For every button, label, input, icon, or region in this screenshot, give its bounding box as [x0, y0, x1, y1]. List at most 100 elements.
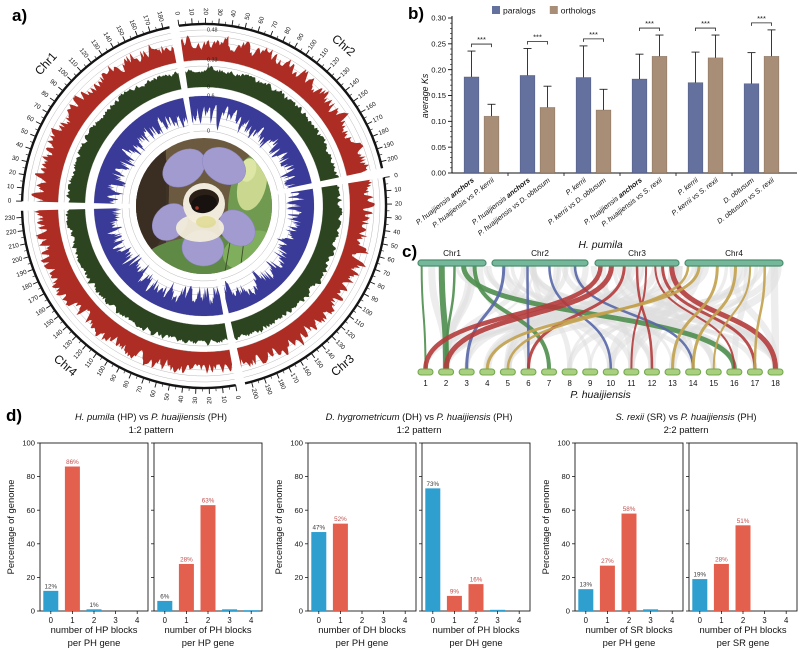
- synteny-map: H. pumila P. huaijiensis Chr1 Chr2 Chr3 Chr4 1…: [417, 239, 784, 401]
- coordinate-tick-label: 80: [122, 379, 131, 389]
- synteny-ribbon: [712, 265, 752, 370]
- tick: [348, 93, 353, 97]
- y-tick-label: 0.25: [431, 39, 446, 48]
- y-tick-label: 100: [290, 439, 303, 448]
- tick: [27, 268, 34, 272]
- bar: [643, 609, 659, 611]
- tick: [321, 64, 325, 68]
- histogram-ring-green: [230, 184, 343, 340]
- ring-scale-label: 0.6: [207, 94, 215, 100]
- coordinate-tick-label: 120: [78, 47, 90, 60]
- bar-value-label: 28%: [715, 556, 728, 563]
- coordinate-tick-label: 80: [284, 26, 294, 36]
- tick: [147, 26, 151, 33]
- grid-arc: [57, 209, 230, 353]
- x-axis-title: per SR gene: [717, 637, 770, 648]
- bar: [332, 523, 348, 611]
- coordinate-tick-label: 50: [20, 127, 30, 136]
- center-photo: [136, 138, 272, 274]
- bar: [86, 609, 102, 611]
- coordinate-tick-label: 120: [344, 328, 357, 341]
- coordinate-tick-label: 70: [135, 385, 144, 394]
- tick: [30, 133, 36, 137]
- tick: [25, 154, 30, 156]
- tick: [161, 22, 164, 29]
- bar: [43, 590, 59, 611]
- tick: [331, 335, 337, 341]
- x-tick-label: 2: [627, 616, 631, 625]
- tick: [257, 379, 260, 384]
- bar-value-label: 28%: [180, 556, 193, 563]
- tick: [134, 30, 138, 37]
- y-tick-label: 40: [27, 539, 35, 548]
- x-tick-label: 3: [648, 616, 652, 625]
- tick: [340, 83, 344, 87]
- tick: [87, 57, 92, 64]
- histogram-ring-blue: [94, 208, 224, 316]
- coordinate-tick-label: 90: [48, 78, 58, 88]
- coordinate-tick-label: 220: [6, 228, 18, 236]
- tick: [92, 352, 98, 359]
- grid-arc: [33, 210, 234, 377]
- tick: [316, 57, 321, 64]
- tick: [48, 104, 52, 108]
- bottom-segment-label: 7: [547, 379, 551, 388]
- tick: [380, 159, 387, 163]
- bottom-segment-label: 4: [485, 379, 490, 388]
- bar-value-label: 58%: [623, 506, 636, 513]
- tick: [155, 26, 157, 31]
- grid-arc: [243, 178, 381, 378]
- bottom-segment-label: 12: [648, 379, 657, 388]
- coordinate-tick-label: 40: [393, 229, 401, 237]
- tick: [25, 146, 32, 150]
- bar-paralogs: [519, 75, 536, 174]
- legend-swatch: [549, 6, 558, 14]
- coordinate-tick-label: 200: [11, 255, 24, 265]
- histogram-ring-red: [31, 44, 177, 203]
- tick: [276, 35, 279, 40]
- histogram-ring-red: [34, 209, 232, 374]
- tick: [238, 23, 240, 28]
- panel-d-label: d): [6, 406, 23, 425]
- x-axis-title: per PH gene: [68, 637, 121, 648]
- tick: [385, 189, 392, 192]
- significance-stars: ***: [533, 32, 542, 41]
- tick: [148, 379, 151, 384]
- tick: [251, 26, 253, 31]
- grid-arc: [192, 123, 285, 190]
- tick: [344, 86, 350, 92]
- bottom-segment-label: 11: [627, 379, 635, 388]
- bar: [178, 563, 194, 611]
- ring-scale-label: 0.33: [207, 58, 218, 64]
- tick: [105, 48, 109, 52]
- top-chromosome-bar: [491, 259, 589, 267]
- grid-arc: [63, 68, 178, 203]
- y-tick-label: 60: [562, 506, 570, 515]
- synteny-ribbon: [476, 265, 532, 370]
- synteny-ribbon: [528, 265, 758, 370]
- coordinate-tick-label: 50: [390, 242, 399, 250]
- bar: [713, 563, 729, 611]
- tick: [128, 372, 132, 379]
- tick: [161, 383, 164, 387]
- tick: [51, 310, 56, 313]
- coordinate-tick-label: 40: [15, 141, 24, 150]
- coordinate-tick-label: 190: [263, 383, 273, 396]
- coordinate-tick-label: 120: [329, 56, 342, 69]
- x-tick-label: 4: [249, 616, 254, 625]
- coordinate-tick-label: 20: [206, 396, 213, 404]
- tick: [21, 159, 28, 163]
- tick: [369, 128, 373, 131]
- y-tick-label: 20: [562, 573, 570, 582]
- tick: [316, 348, 319, 352]
- synteny-ribbon: [569, 265, 779, 370]
- coordinate-tick-label: 150: [357, 88, 370, 100]
- coordinate-tick-label: 60: [386, 256, 395, 265]
- coordinate-tick-label: 10: [394, 186, 402, 194]
- grid-arc: [222, 193, 287, 287]
- chromosome-arc: [244, 177, 388, 385]
- synteny-ribbon: [485, 265, 701, 370]
- tick: [263, 377, 267, 384]
- tick: [381, 243, 388, 246]
